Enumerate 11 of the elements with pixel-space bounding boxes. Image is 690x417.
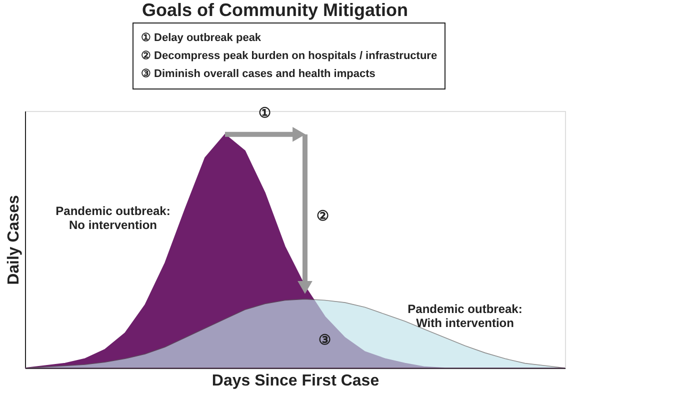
series-label: Pandemic outbreak: With intervention: [408, 302, 522, 330]
annotation: ③: [318, 331, 332, 348]
text: ② Decompress peak burden on hospitals / infrastructure: [141, 50, 438, 62]
text: ① Delay outbreak peak: [141, 32, 262, 44]
annotation: ②: [316, 208, 330, 224]
y-axis-title: Daily Cases: [6, 194, 22, 285]
series-label: Pandemic outbreak: No intervention: [56, 204, 170, 232]
chart-title: Goals of Community Mitigation: [142, 0, 408, 20]
x-axis-title: Days Since First Case: [212, 372, 380, 390]
text: ③ Diminish overall cases and health impacts: [141, 68, 376, 80]
text: ①: [258, 104, 272, 120]
